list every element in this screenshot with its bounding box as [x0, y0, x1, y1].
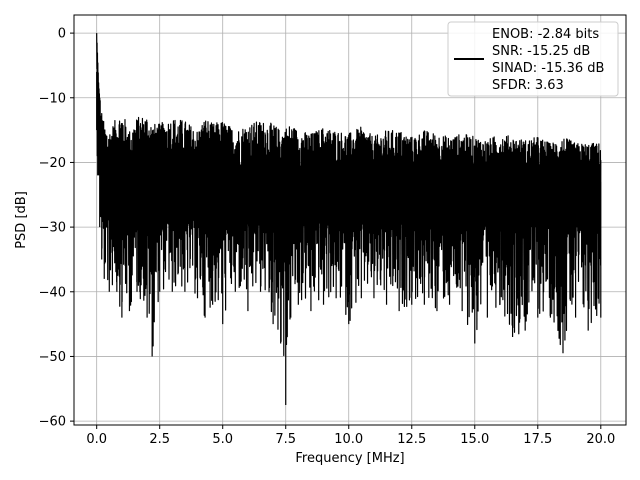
y-tick-label: −20 — [39, 156, 66, 171]
legend: ENOB: -2.84 bits SNR: -15.25 dB SINAD: -… — [447, 21, 619, 97]
x-tick-label: 5.0 — [212, 432, 233, 447]
x-tick-label: 10.0 — [334, 432, 363, 447]
x-tick-label: 17.5 — [523, 432, 552, 447]
y-tick-label: −10 — [39, 91, 66, 106]
legend-entry: ENOB: -2.84 bits — [492, 27, 599, 42]
y-tick-label: −40 — [39, 285, 66, 300]
legend-entry: SINAD: -15.36 dB — [492, 61, 604, 76]
plot-area — [96, 33, 602, 405]
y-axis-label: PSD [dB] — [14, 191, 29, 249]
y-axis: 0 −10 −20 −30 −40 −50 −60 — [39, 27, 74, 430]
x-tick-label: 7.5 — [275, 432, 296, 447]
x-axis: 0.0 2.5 5.0 7.5 10.0 12.5 15.0 17.5 20.0 — [86, 425, 615, 447]
x-tick-label: 20.0 — [586, 432, 615, 447]
legend-entry: SNR: -15.25 dB — [492, 44, 590, 59]
y-tick-label: 0 — [58, 27, 66, 42]
axes-frame — [73, 14, 627, 426]
x-tick-label: 12.5 — [397, 432, 426, 447]
y-tick-label: −30 — [39, 221, 66, 236]
x-axis-label: Frequency [MHz] — [295, 451, 404, 466]
y-tick-label: −60 — [39, 415, 66, 430]
x-tick-label: 2.5 — [149, 432, 170, 447]
x-tick-label: 0.0 — [86, 432, 107, 447]
x-tick-label: 15.0 — [460, 432, 489, 447]
psd-series-line — [96, 33, 602, 405]
y-tick-label: −50 — [39, 350, 66, 365]
legend-box — [447, 21, 619, 97]
legend-entry: SFDR: 3.63 — [492, 78, 564, 93]
